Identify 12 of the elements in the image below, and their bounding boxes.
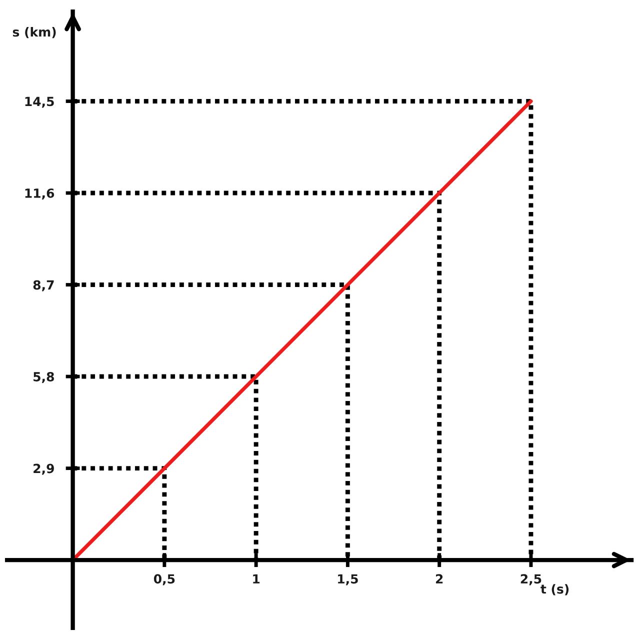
y-tick-label: 14,5 [25,96,54,108]
x-tick-label: 2,5 [520,574,542,586]
y-tick-label: 8,7 [33,280,54,292]
y-tick-label: 2,9 [34,464,54,475]
x-axis-title: t (s) [540,584,569,596]
x-tick-label: 2 [436,574,443,584]
x-tick-label: 0,5 [154,574,175,586]
x-tick-label: 1 [253,574,260,584]
x-tick-label: 1,5 [338,574,358,586]
y-tick-label: 5,8 [34,372,54,384]
y-tick-label: 11,6 [25,188,54,200]
y-axis-title: s (km) [12,27,56,38]
